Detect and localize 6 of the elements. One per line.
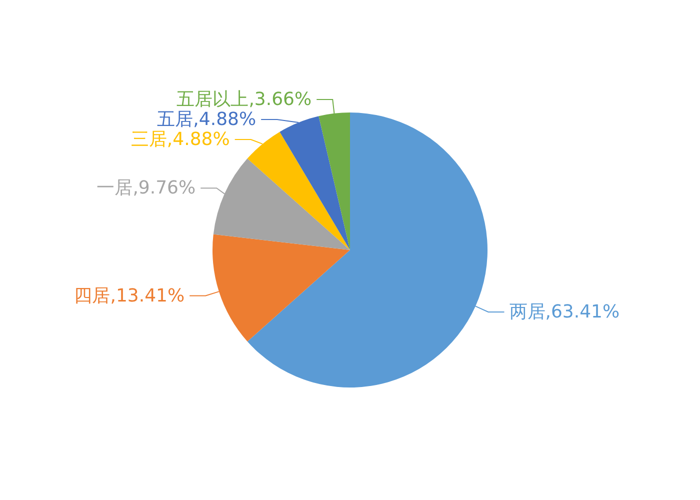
slice-label: 三居,4.88% [130,129,230,150]
slice-label: 五居,4.88% [157,109,256,130]
slice-label: 两居,63.41% [509,301,620,322]
slice-label: 四居,13.41% [74,285,185,306]
slice-label: 一居,9.76% [96,178,196,199]
slice-label: 五居以上,3.66% [176,89,312,110]
